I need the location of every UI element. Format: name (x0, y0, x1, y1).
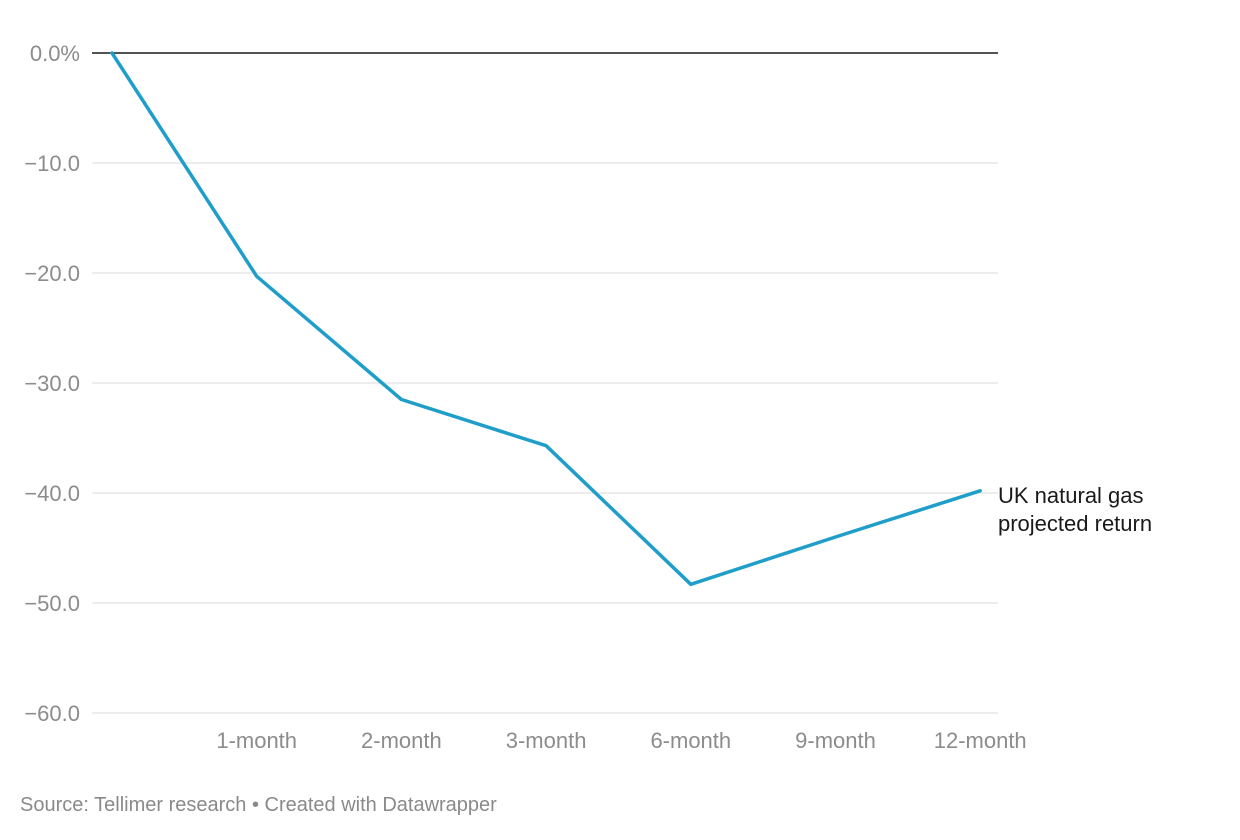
series-line (110, 51, 982, 587)
y-axis-tick-labels: 0.0% −10.0 −20.0 −30.0 −40.0 −50.0 −60.0 (24, 41, 80, 726)
y-tick-label: −10.0 (24, 151, 80, 176)
x-tick-label: 2-month (361, 728, 442, 753)
line-chart: 0.0% −10.0 −20.0 −30.0 −40.0 −50.0 −60.0 1-mon… (24, 41, 1152, 753)
series-labels: UK natural gas projected return (998, 483, 1152, 536)
source-text: Source: Tellimer research • Created with… (20, 794, 497, 816)
y-tick-label: −30.0 (24, 371, 80, 396)
x-axis-tick-labels: 1-month 2-month 3-month 6-month 9-month 12-mo… (216, 728, 1026, 753)
y-tick-label: −40.0 (24, 481, 80, 506)
series-lines (110, 51, 982, 587)
source-footer: Source: Tellimer research • Created with… (20, 794, 497, 817)
y-tick-label: −50.0 (24, 591, 80, 616)
y-tick-label: −60.0 (24, 701, 80, 726)
x-tick-label: 6-month (650, 728, 731, 753)
y-tick-label: 0.0% (30, 41, 80, 66)
x-tick-label: 9-month (795, 728, 876, 753)
x-tick-label: 12-month (934, 728, 1027, 753)
y-tick-label: −20.0 (24, 261, 80, 286)
series-label: UK natural gas projected return (998, 483, 1152, 536)
x-tick-label: 3-month (506, 728, 587, 753)
gridlines (92, 52, 998, 714)
x-tick-label: 1-month (216, 728, 297, 753)
